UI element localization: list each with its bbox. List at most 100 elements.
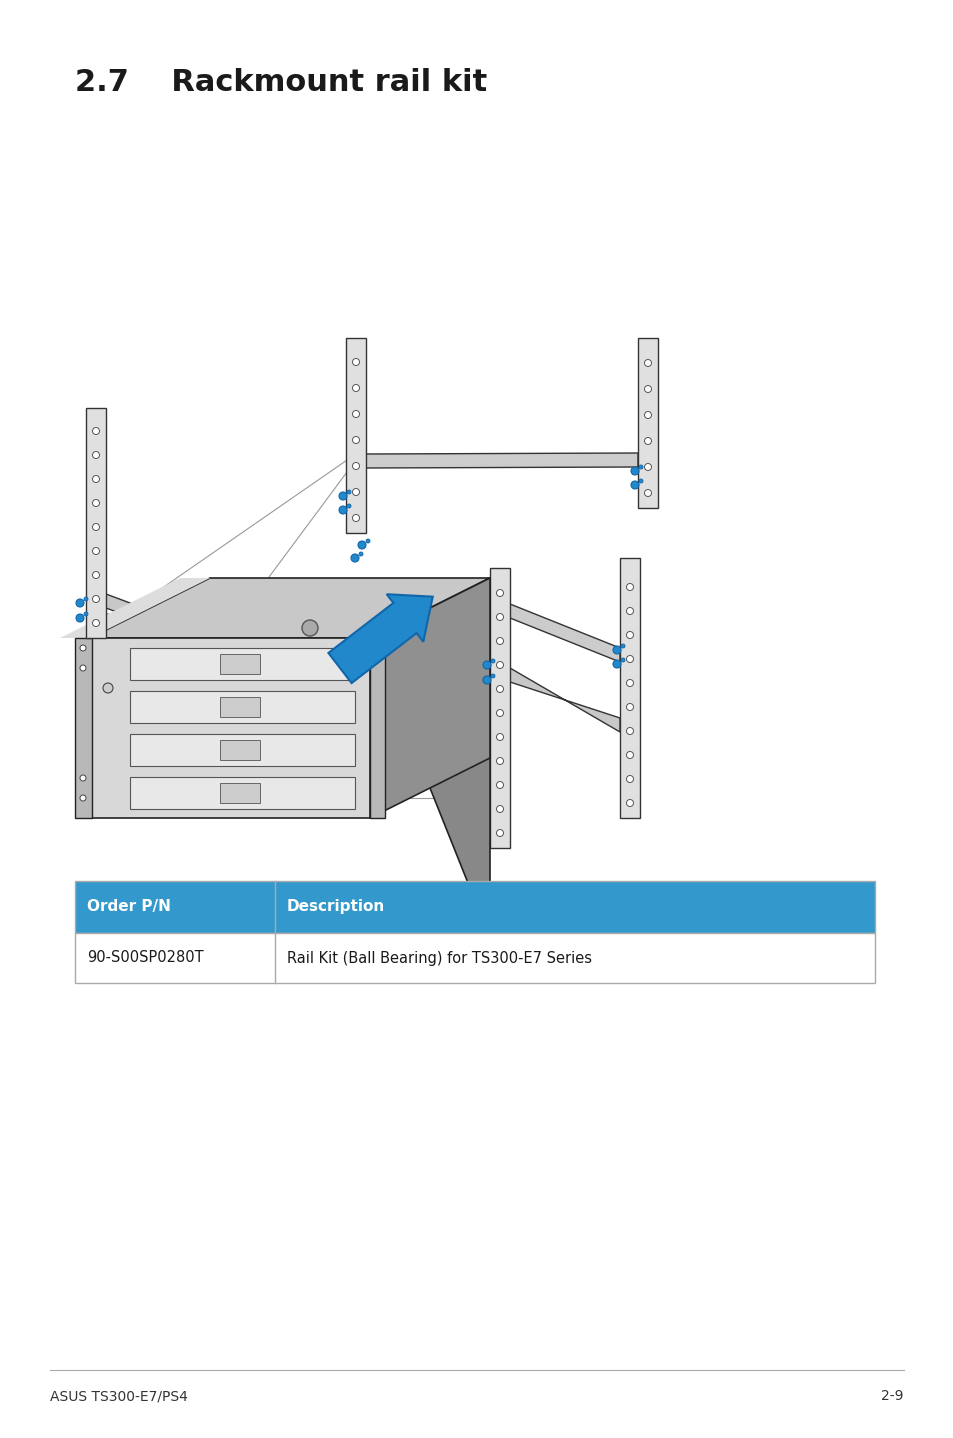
Circle shape xyxy=(358,552,363,557)
Circle shape xyxy=(644,437,651,444)
Polygon shape xyxy=(220,654,260,674)
Circle shape xyxy=(352,410,359,417)
Polygon shape xyxy=(366,453,638,467)
Circle shape xyxy=(644,411,651,418)
Circle shape xyxy=(482,676,491,684)
Circle shape xyxy=(92,499,99,506)
Circle shape xyxy=(76,600,84,607)
Circle shape xyxy=(496,733,503,741)
Circle shape xyxy=(644,489,651,496)
Circle shape xyxy=(491,659,495,663)
Circle shape xyxy=(103,683,112,693)
Circle shape xyxy=(626,607,633,614)
Circle shape xyxy=(644,360,651,367)
Polygon shape xyxy=(510,669,619,732)
Bar xyxy=(638,338,658,508)
Bar xyxy=(346,338,366,533)
Circle shape xyxy=(626,728,633,735)
Circle shape xyxy=(496,686,503,693)
Circle shape xyxy=(92,620,99,627)
Circle shape xyxy=(338,492,347,500)
Circle shape xyxy=(92,571,99,578)
Circle shape xyxy=(620,644,624,649)
Circle shape xyxy=(496,709,503,716)
Circle shape xyxy=(491,674,495,677)
Circle shape xyxy=(496,781,503,788)
Bar xyxy=(75,881,874,933)
Text: 2-9: 2-9 xyxy=(881,1389,903,1403)
Circle shape xyxy=(92,452,99,459)
Circle shape xyxy=(347,503,351,508)
Text: Order P/N: Order P/N xyxy=(87,900,171,915)
Circle shape xyxy=(620,659,624,661)
Circle shape xyxy=(630,467,639,475)
Polygon shape xyxy=(220,741,260,761)
FancyArrow shape xyxy=(328,594,433,683)
Polygon shape xyxy=(60,578,210,638)
Text: 90-S00SP0280T: 90-S00SP0280T xyxy=(87,951,203,965)
Circle shape xyxy=(626,631,633,638)
Polygon shape xyxy=(106,594,490,752)
Circle shape xyxy=(92,476,99,483)
Circle shape xyxy=(352,437,359,443)
Circle shape xyxy=(482,661,491,669)
Polygon shape xyxy=(90,638,370,818)
Circle shape xyxy=(626,656,633,663)
Polygon shape xyxy=(130,692,355,723)
Circle shape xyxy=(639,464,642,469)
Circle shape xyxy=(626,800,633,807)
Text: Rail Kit (Ball Bearing) for TS300-E7 Series: Rail Kit (Ball Bearing) for TS300-E7 Ser… xyxy=(287,951,592,965)
Circle shape xyxy=(626,584,633,591)
Circle shape xyxy=(80,795,86,801)
Circle shape xyxy=(357,541,366,549)
Circle shape xyxy=(302,620,317,636)
Circle shape xyxy=(626,752,633,758)
Circle shape xyxy=(630,480,639,489)
Circle shape xyxy=(496,637,503,644)
Circle shape xyxy=(352,515,359,522)
Bar xyxy=(619,558,639,818)
Circle shape xyxy=(626,703,633,710)
Polygon shape xyxy=(370,638,385,818)
Circle shape xyxy=(352,463,359,469)
Bar xyxy=(86,408,106,638)
Polygon shape xyxy=(370,578,490,818)
Polygon shape xyxy=(220,697,260,718)
Circle shape xyxy=(639,479,642,483)
Circle shape xyxy=(352,489,359,496)
Circle shape xyxy=(352,384,359,391)
Polygon shape xyxy=(510,604,619,661)
Circle shape xyxy=(92,548,99,555)
Circle shape xyxy=(496,758,503,765)
Circle shape xyxy=(338,506,347,513)
Circle shape xyxy=(366,539,370,544)
Circle shape xyxy=(347,490,351,495)
Circle shape xyxy=(496,614,503,621)
Circle shape xyxy=(644,463,651,470)
Circle shape xyxy=(92,595,99,603)
Polygon shape xyxy=(370,578,490,938)
Circle shape xyxy=(613,646,620,654)
Circle shape xyxy=(496,590,503,597)
Circle shape xyxy=(92,523,99,531)
Bar xyxy=(490,568,510,848)
Circle shape xyxy=(613,660,620,669)
Circle shape xyxy=(496,830,503,837)
Circle shape xyxy=(626,680,633,686)
Text: 2.7    Rackmount rail kit: 2.7 Rackmount rail kit xyxy=(75,68,487,96)
Circle shape xyxy=(84,613,88,615)
Polygon shape xyxy=(106,614,490,692)
Circle shape xyxy=(351,554,358,562)
Text: ASUS TS300-E7/PS4: ASUS TS300-E7/PS4 xyxy=(50,1389,188,1403)
Circle shape xyxy=(80,775,86,781)
Circle shape xyxy=(76,614,84,623)
Circle shape xyxy=(496,805,503,812)
Polygon shape xyxy=(90,578,490,638)
Circle shape xyxy=(92,427,99,434)
Bar xyxy=(75,933,874,984)
Circle shape xyxy=(80,664,86,672)
Polygon shape xyxy=(130,777,355,810)
Circle shape xyxy=(496,661,503,669)
Text: Description: Description xyxy=(287,900,385,915)
Polygon shape xyxy=(130,733,355,766)
